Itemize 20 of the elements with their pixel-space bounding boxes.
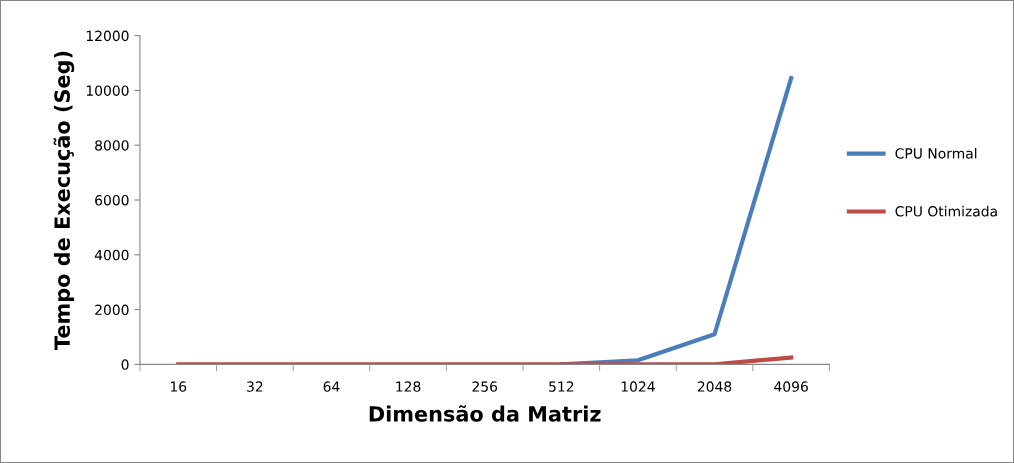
y-axis-title: Tempo de Execução (Seg) [53, 51, 75, 350]
y-tick-label: 2000 [95, 304, 129, 316]
x-tick-label: 32 [247, 381, 263, 392]
y-tick-label: 0 [121, 359, 129, 370]
x-axis-title: Dimensão da Matriz [369, 405, 601, 422]
legend-label: CPU Normal [895, 147, 977, 159]
x-tick-label: 1024 [621, 381, 655, 392]
y-tick-label: 12000 [86, 30, 129, 42]
x-tick-label: 128 [396, 381, 421, 392]
y-tick-label: 6000 [95, 194, 129, 206]
x-tick-label: 16 [170, 381, 187, 392]
x-tick-label: 256 [472, 381, 498, 392]
x-tick-label: 64 [323, 381, 340, 392]
x-tick-label: 4096 [774, 381, 808, 392]
y-tick-label: 10000 [86, 85, 129, 96]
y-tick-label: 8000 [95, 140, 129, 151]
y-tick-label: 4000 [94, 249, 129, 261]
x-tick-label: 512 [549, 381, 574, 392]
x-tick-label: 2048 [697, 381, 732, 392]
legend-label: CPU Otimizada [895, 205, 997, 217]
